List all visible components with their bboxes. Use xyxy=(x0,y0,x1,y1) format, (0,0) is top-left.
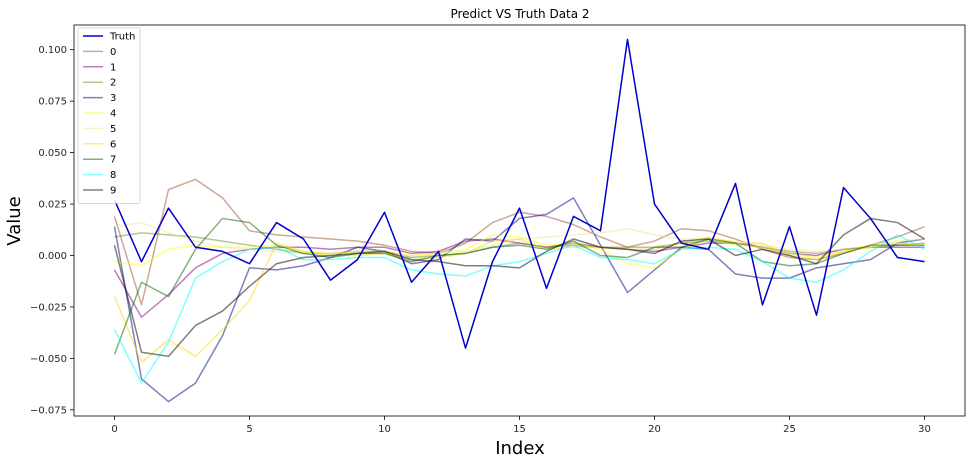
y-tick-label: 0.025 xyxy=(38,200,67,211)
legend-label: Truth xyxy=(109,32,135,43)
chart-title: Predict VS Truth Data 2 xyxy=(450,7,589,21)
y-axis: −0.075 −0.050 −0.025 0.000 0.025 0.050 0.075 0.… xyxy=(30,45,74,416)
x-tick-label: 20 xyxy=(648,424,661,435)
series-line-4 xyxy=(114,234,925,269)
legend-label: 0 xyxy=(110,47,116,58)
series-line-truth xyxy=(113,38,925,349)
x-tick-label: 15 xyxy=(513,424,526,435)
legend-label: 7 xyxy=(110,155,116,166)
legend: Truth 0 1 2 3 4 5 6 7 8 9 xyxy=(77,27,141,204)
plot-area xyxy=(113,38,925,403)
series-line-7 xyxy=(113,217,925,355)
y-axis-title: Value xyxy=(4,196,25,245)
plot-frame xyxy=(73,24,966,417)
x-tick-label: 25 xyxy=(783,424,796,435)
x-axis: 0 5 10 15 20 25 30 xyxy=(111,416,931,435)
y-tick-label: −0.050 xyxy=(30,354,67,365)
legend-label: 2 xyxy=(110,78,116,89)
series-line-9 xyxy=(113,217,925,358)
y-tick-label: 0.100 xyxy=(38,45,67,56)
y-tick-label: −0.025 xyxy=(30,302,67,313)
x-tick-label: 30 xyxy=(918,424,931,435)
x-tick-label: 10 xyxy=(378,424,391,435)
legend-label: 1 xyxy=(110,62,116,73)
x-tick-label: 0 xyxy=(111,424,117,435)
series-line-0 xyxy=(113,178,925,306)
y-tick-label: 0.000 xyxy=(38,251,67,262)
legend-label: 9 xyxy=(110,186,116,197)
legend-label: 5 xyxy=(110,124,116,135)
legend-label: 3 xyxy=(110,93,116,104)
legend-label: 8 xyxy=(110,170,116,181)
x-tick-label: 5 xyxy=(246,424,252,435)
legend-label: 6 xyxy=(110,139,116,150)
series-line-2 xyxy=(114,232,925,259)
y-tick-label: 0.050 xyxy=(38,148,67,159)
series-line-3 xyxy=(113,197,925,403)
legend-label: 4 xyxy=(110,109,116,120)
y-tick-label: −0.075 xyxy=(30,405,67,416)
x-axis-title: Index xyxy=(495,438,545,459)
legend-box xyxy=(77,27,141,204)
series-line-8 xyxy=(113,234,925,384)
y-tick-label: 0.075 xyxy=(38,97,67,108)
